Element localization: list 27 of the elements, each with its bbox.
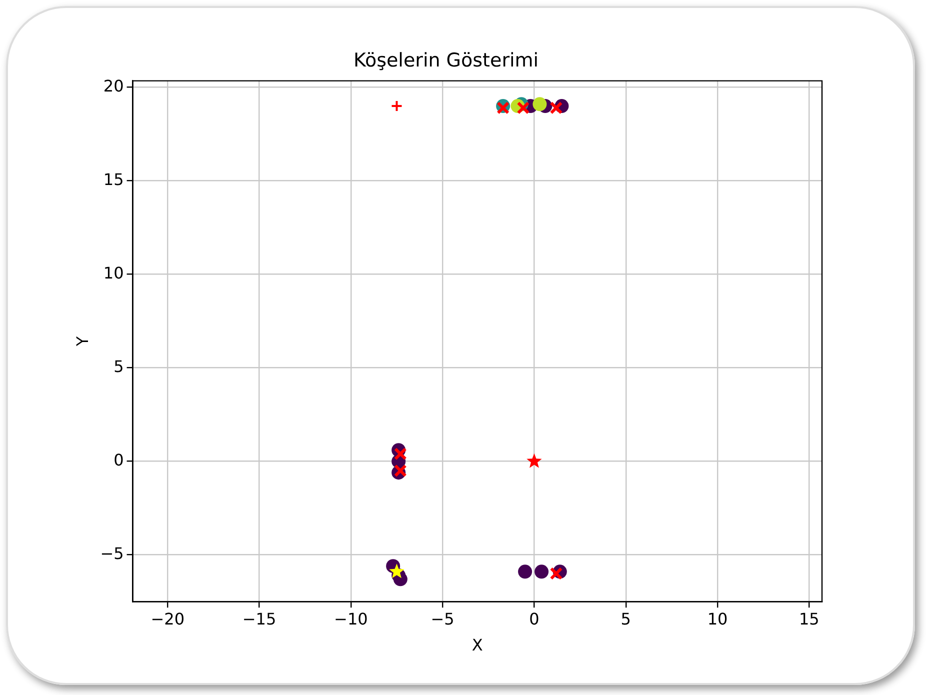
y-tick-label: 15 — [103, 170, 124, 189]
x-tick-label: −15 — [242, 609, 276, 628]
x-tick-label: 5 — [620, 609, 631, 628]
x-tick-label: −5 — [430, 609, 454, 628]
x-tick-label: 10 — [707, 609, 728, 628]
y-axis-title: Y — [72, 336, 92, 348]
point — [534, 564, 549, 579]
point — [394, 464, 407, 478]
x-tick-label: 15 — [798, 609, 820, 628]
y-tick-label: 5 — [114, 357, 124, 376]
x-tick-label: −20 — [150, 609, 184, 628]
y-tick-label: 0 — [114, 450, 124, 470]
point — [526, 453, 542, 468]
x-tick-label: −10 — [334, 609, 368, 628]
point — [550, 567, 563, 580]
x-tick-label: 0 — [529, 609, 540, 628]
y-tick-label: 10 — [103, 264, 124, 283]
point — [389, 564, 404, 578]
point — [516, 101, 530, 114]
point — [550, 101, 563, 114]
chart-title: Köşelerin Gösterimi — [353, 49, 539, 72]
point — [394, 447, 407, 460]
y-tick-label: −5 — [100, 544, 124, 564]
point — [532, 97, 547, 112]
x-axis-title: X — [472, 636, 483, 655]
y-tick-label: 20 — [103, 76, 124, 96]
point — [518, 564, 532, 579]
